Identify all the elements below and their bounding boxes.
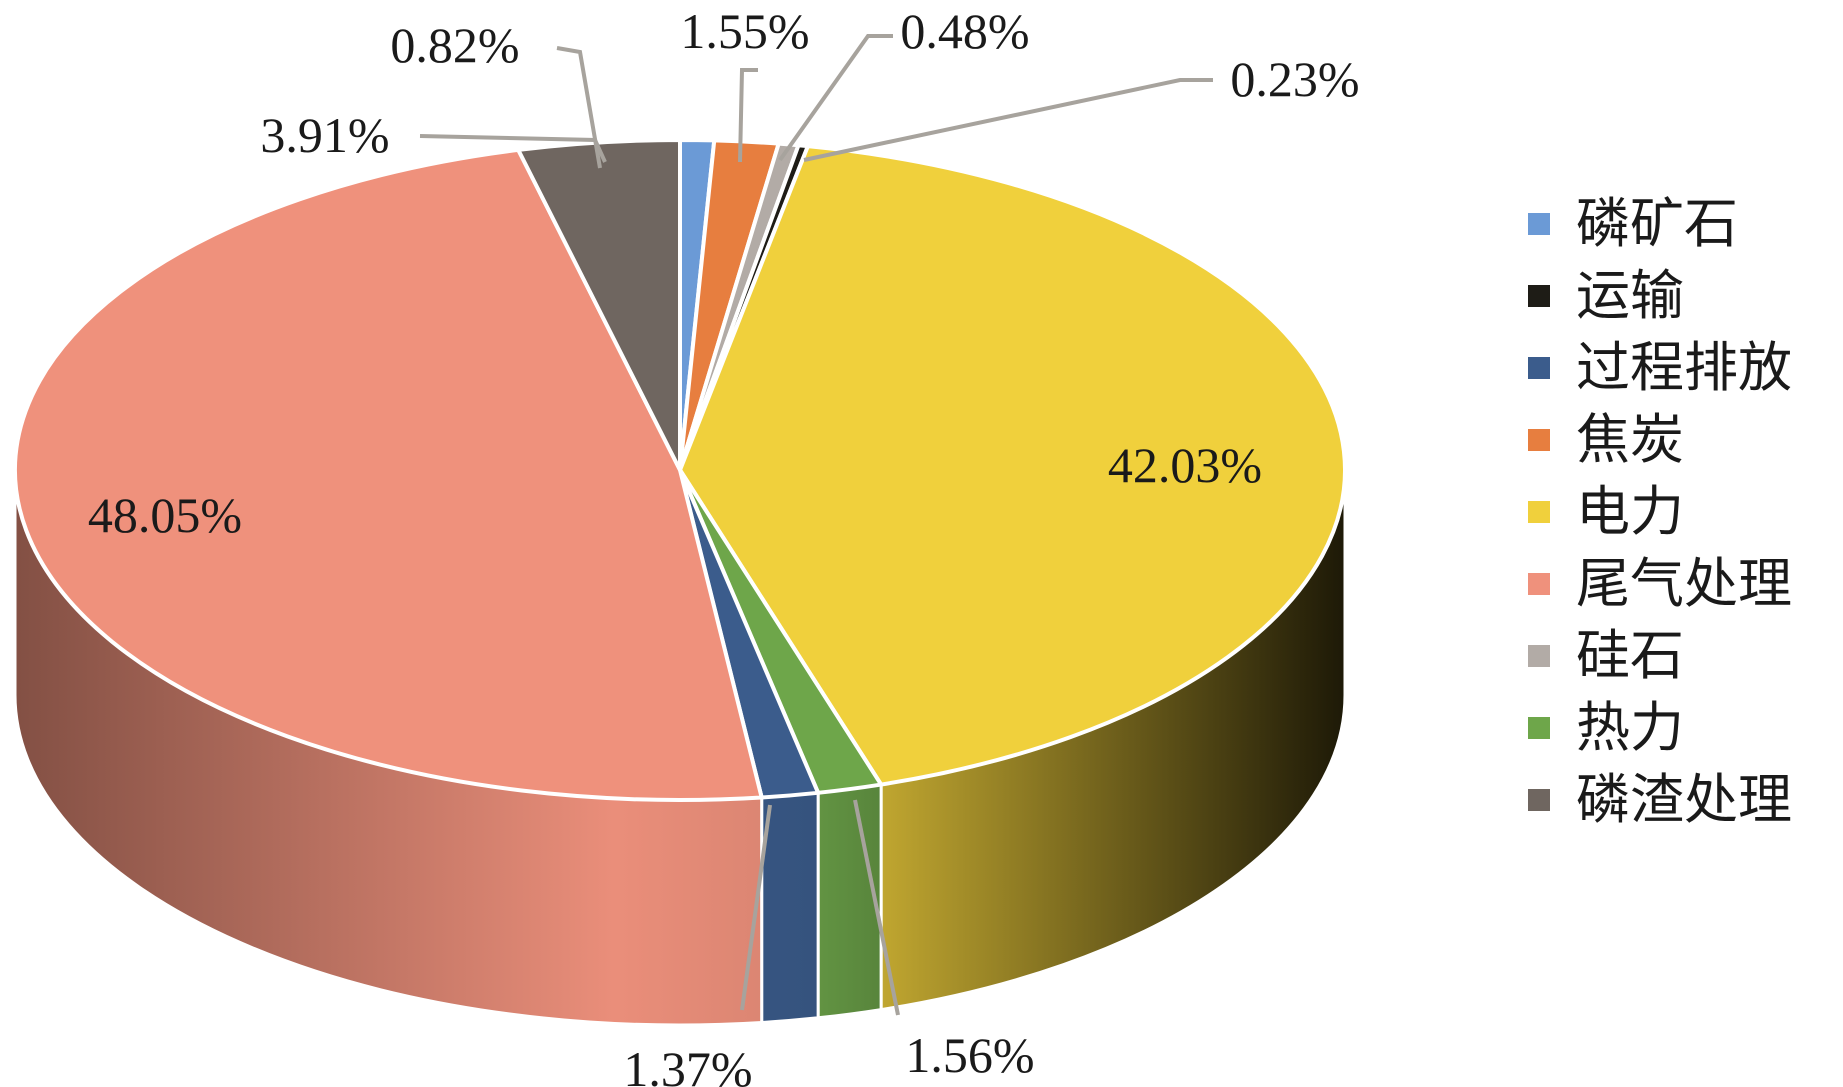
legend-label-热力: 热力 bbox=[1576, 696, 1684, 759]
data-label-电力: 42.03% bbox=[1108, 437, 1262, 493]
legend-label-运输: 运输 bbox=[1576, 264, 1684, 327]
leader-line-焦炭 bbox=[738, 68, 758, 163]
legend-swatch-焦炭 bbox=[1528, 429, 1550, 451]
legend-label-焦炭: 焦炭 bbox=[1576, 408, 1684, 471]
data-label-磷矿石: 0.82% bbox=[390, 17, 519, 73]
data-label-尾气处理: 48.05% bbox=[88, 487, 242, 543]
legend-swatch-运输 bbox=[1528, 285, 1550, 307]
data-label-硅石: 0.48% bbox=[900, 3, 1029, 59]
legend-swatch-过程排放 bbox=[1528, 357, 1550, 379]
data-label-焦炭: 1.55% bbox=[680, 3, 809, 59]
data-label-过程排放: 1.37% bbox=[623, 1041, 752, 1087]
legend-swatch-尾气处理 bbox=[1528, 573, 1550, 595]
legend-swatch-电力 bbox=[1528, 501, 1550, 523]
leader-line-过程排放 bbox=[740, 804, 772, 1011]
legend-swatch-硅石 bbox=[1528, 645, 1550, 667]
data-labels: 0.82% 1.55% 0.48% 0.23% 42.03% 1.56% 1.37% 48.0… bbox=[88, 3, 1360, 1087]
legend-label-尾气处理: 尾气处理 bbox=[1576, 552, 1792, 615]
leader-lines bbox=[419, 34, 1213, 1016]
legend-label-磷矿石: 磷矿石 bbox=[1576, 192, 1738, 255]
leader-line-磷矿石 bbox=[556, 46, 602, 169]
pie-side-walls bbox=[13, 469, 1347, 1027]
leader-line-热力 bbox=[853, 799, 900, 1016]
legend-label-电力: 电力 bbox=[1576, 480, 1684, 543]
leader-line-运输 bbox=[803, 78, 1213, 162]
pie-side-热力 bbox=[816, 782, 883, 1020]
data-label-运输: 0.23% bbox=[1230, 51, 1359, 107]
leader-line-硅石 bbox=[778, 34, 893, 162]
data-label-热力: 1.56% bbox=[905, 1027, 1034, 1083]
pie-top-faces bbox=[13, 138, 1347, 802]
legend-swatch-磷渣处理 bbox=[1528, 789, 1550, 811]
legend-swatch-热力 bbox=[1528, 717, 1550, 739]
pie-slice-尾气处理 bbox=[13, 147, 764, 802]
pie-slice-电力 bbox=[678, 144, 1347, 787]
pie-slice-磷渣处理 bbox=[516, 138, 682, 472]
legend-label-过程排放: 过程排放 bbox=[1576, 336, 1792, 399]
legend-label-磷渣处理: 磷渣处理 bbox=[1576, 768, 1792, 831]
legend-label-硅石: 硅石 bbox=[1576, 624, 1684, 687]
legend-swatch-磷矿石 bbox=[1528, 213, 1550, 235]
data-label-磷渣处理: 3.91% bbox=[260, 107, 389, 163]
leader-line-磷渣处理 bbox=[419, 134, 607, 163]
pie-side-过程排放 bbox=[760, 791, 820, 1025]
